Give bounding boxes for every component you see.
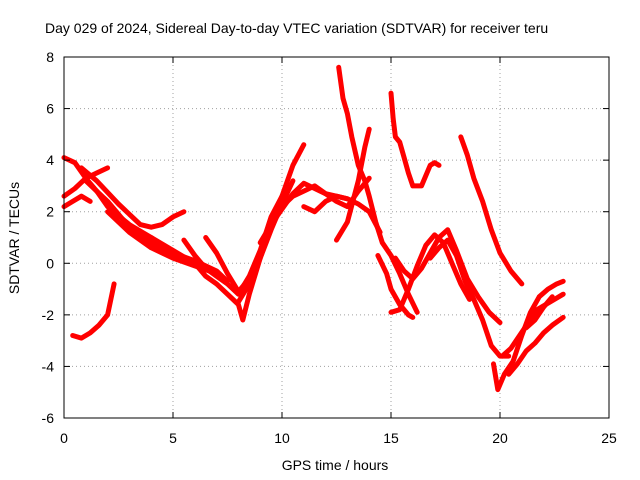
y-tick-label: -2 bbox=[42, 307, 55, 323]
plot-frame bbox=[63, 56, 610, 419]
y-tick-label: -6 bbox=[42, 410, 55, 426]
series-pass-18 bbox=[388, 232, 472, 315]
axis-ticks: 0 5 10 15 20 25 -6 -4 -2 0 2 4 6 8 bbox=[42, 49, 617, 446]
series-pass-5 bbox=[78, 165, 187, 230]
x-tick-label: 10 bbox=[274, 430, 290, 446]
series-pass-3 bbox=[61, 165, 111, 199]
series-pass-20 bbox=[427, 237, 512, 359]
x-tick-label: 15 bbox=[383, 430, 399, 446]
series-pass-15 bbox=[334, 126, 372, 243]
data-series bbox=[61, 64, 566, 393]
x-tick-label: 25 bbox=[601, 430, 617, 446]
chart-title: Day 029 of 2024, Sidereal Day-to-day VTE… bbox=[45, 20, 548, 36]
series-pass-21 bbox=[458, 134, 525, 287]
series-pass-23 bbox=[499, 291, 566, 359]
series-pass-25 bbox=[523, 294, 555, 331]
y-tick-label: 6 bbox=[46, 101, 54, 117]
series-pass-17 bbox=[388, 90, 442, 189]
x-axis-label: GPS time / hours bbox=[282, 457, 389, 473]
y-tick-label: -4 bbox=[42, 358, 55, 374]
series-pass-16 bbox=[375, 253, 416, 320]
y-tick-label: 4 bbox=[46, 152, 54, 168]
series-pass-4 bbox=[70, 281, 117, 341]
x-tick-label: 5 bbox=[169, 430, 177, 446]
series-pass-24 bbox=[506, 314, 566, 377]
y-tick-label: 0 bbox=[46, 255, 54, 271]
series-pass-14 bbox=[336, 64, 420, 315]
series-pass-2 bbox=[61, 193, 93, 210]
y-tick-label: 2 bbox=[46, 204, 54, 220]
series-pass-6 bbox=[83, 178, 230, 284]
x-tick-label: 20 bbox=[492, 430, 508, 446]
series-pass-19 bbox=[392, 227, 503, 326]
y-tick-label: 8 bbox=[46, 49, 54, 65]
series-pass-8 bbox=[148, 178, 296, 323]
y-axis-label: SDTVAR / TECUs bbox=[6, 182, 22, 294]
series-pass-13 bbox=[301, 193, 383, 235]
x-tick-label: 0 bbox=[60, 430, 68, 446]
